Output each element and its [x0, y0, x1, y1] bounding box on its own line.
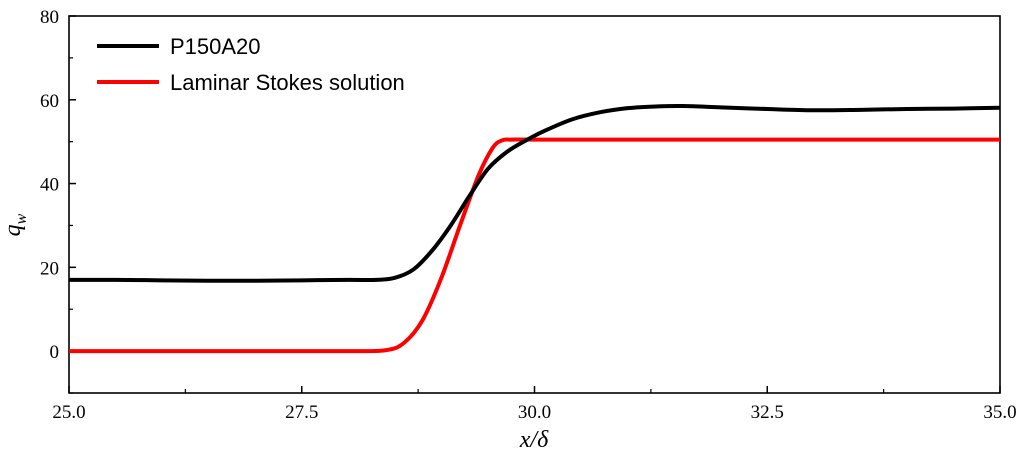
y-tick-label: 0 — [50, 342, 60, 363]
y-tick-label: 40 — [40, 175, 59, 196]
y-tick-label: 80 — [40, 7, 59, 28]
legend: P150A20 Laminar Stokes solution — [97, 34, 405, 95]
y-tick-label: 60 — [40, 91, 59, 112]
series-line-laminar-stokes — [69, 137, 1000, 354]
legend-label-laminar-stokes: Laminar Stokes solution — [170, 70, 405, 95]
x-tick-label: 32.5 — [751, 402, 784, 423]
series-line-p150a20 — [68, 104, 1001, 283]
axis-ticks: 25.0 27.5 30.0 32.5 35.0 0 20 40 60 80 — [40, 7, 1017, 423]
x-tick-label: 27.5 — [285, 402, 318, 423]
y-axis-title-subscript: w — [13, 213, 30, 224]
x-tick-label: 25.0 — [52, 402, 85, 423]
x-axis-title: x/δ — [519, 427, 549, 453]
legend-label-p150a20: P150A20 — [170, 34, 261, 59]
y-tick-label: 20 — [40, 258, 59, 279]
y-axis-title-main: q — [0, 224, 26, 236]
y-axis-title: qw — [0, 213, 30, 236]
x-tick-label: 35.0 — [983, 402, 1016, 423]
x-tick-label: 30.0 — [518, 402, 551, 423]
series-layer — [68, 104, 1001, 354]
